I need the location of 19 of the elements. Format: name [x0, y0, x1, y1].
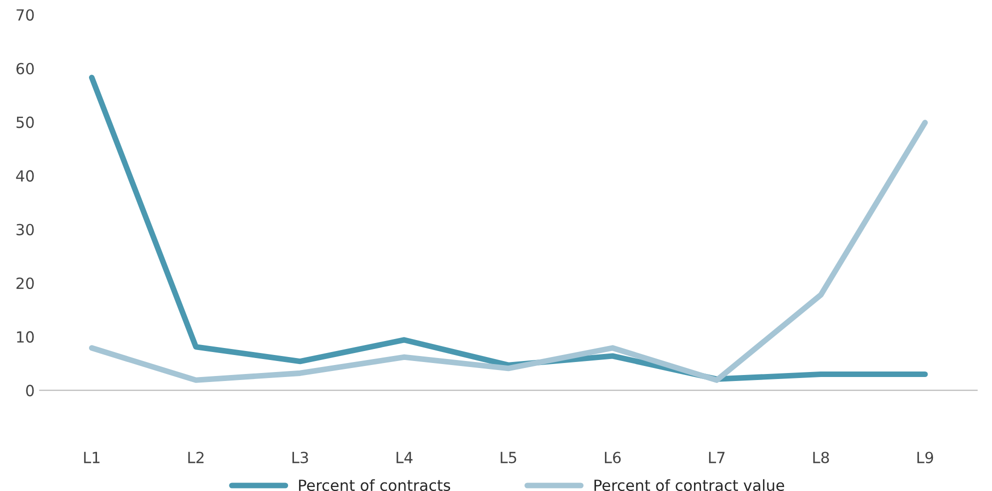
legend-label: Percent of contracts	[299, 479, 450, 491]
x-tick-label: L4	[396, 452, 412, 464]
legend-label: Percent of contract value	[594, 479, 784, 491]
x-tick-label: L2	[188, 452, 204, 464]
x-tick-label: L1	[84, 452, 100, 464]
x-tick-label: L7	[709, 452, 725, 464]
y-tick-label: 20	[16, 277, 34, 290]
x-tick-label: L8	[813, 452, 829, 464]
y-tick-label: 60	[16, 62, 34, 74]
y-tick-label: 0	[26, 384, 34, 396]
x-tick-label: L6	[604, 452, 621, 464]
y-tick-label: 40	[16, 170, 34, 182]
x-tick-label: L9	[917, 452, 934, 464]
y-tick-label: 50	[16, 116, 34, 128]
x-tick-label: L5	[500, 452, 516, 464]
y-tick-label: 10	[17, 331, 34, 343]
y-tick-label: 70	[16, 9, 34, 21]
y-tick-label: 30	[16, 224, 34, 236]
x-tick-label: L3	[292, 452, 308, 464]
